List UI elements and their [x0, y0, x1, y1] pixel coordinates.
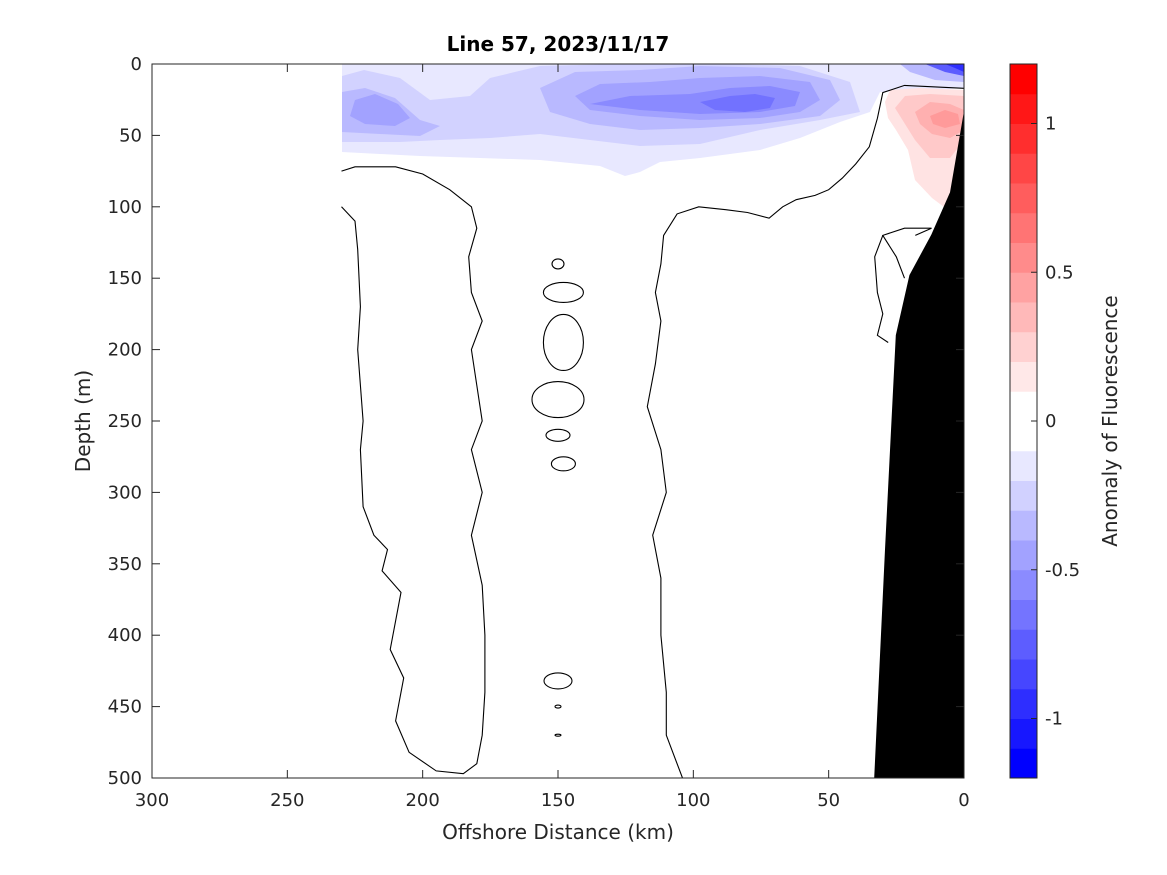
bathymetry-mask	[874, 113, 964, 778]
colorbar-band	[1010, 361, 1037, 392]
colorbar-band	[1010, 153, 1037, 184]
pos-band-4	[930, 110, 960, 128]
y-tick-label: 150	[108, 268, 142, 289]
zero-contour-line	[881, 227, 932, 279]
small-contour-loop	[554, 704, 562, 709]
colorbar-band	[1010, 64, 1037, 95]
x-tick-label: 0	[958, 790, 969, 811]
colorbar-band	[1010, 480, 1037, 511]
zero-contour-line	[646, 84, 964, 778]
colorbar-band	[1010, 688, 1037, 719]
bathymetry-mask-layer	[874, 113, 964, 778]
x-tick-label: 150	[541, 790, 575, 811]
colorbar-band	[1010, 718, 1037, 749]
x-tick-label: 50	[817, 790, 840, 811]
colorbar-band	[1010, 123, 1037, 154]
colorbar-tick-label: 0	[1045, 411, 1056, 432]
filled-anomaly-layer	[342, 64, 964, 210]
small-contour-loop	[551, 258, 565, 270]
y-tick-label: 250	[108, 411, 142, 432]
y-axis: 0 50 100 150 200 250 300 350 400 450 500	[108, 54, 964, 789]
colorbar-band	[1010, 242, 1037, 273]
colorbar-band	[1010, 599, 1037, 630]
y-axis-label: Depth (m)	[71, 370, 95, 472]
y-tick-label: 400	[108, 625, 142, 646]
colorbar-tick-label: -0.5	[1045, 560, 1080, 581]
small-contour-loop	[531, 381, 585, 419]
zero-contour-line	[874, 235, 889, 343]
x-tick-label: 300	[135, 790, 169, 811]
small-contour-loop	[554, 733, 562, 737]
y-tick-label: 300	[108, 482, 142, 503]
colorbar-band	[1010, 569, 1037, 600]
plot-area	[151, 63, 965, 779]
colorbar-tick-label: -1	[1045, 709, 1063, 730]
colorbar-band	[1010, 450, 1037, 481]
zero-contour-layer	[341, 84, 964, 778]
colorbar: 1 0.5 0 -0.5 -1	[1009, 63, 1080, 779]
y-tick-label: 50	[119, 125, 142, 146]
colorbar-band	[1010, 510, 1037, 541]
colorbar-band	[1010, 302, 1037, 333]
neg-coastal-3	[945, 64, 964, 72]
colorbar-band	[1010, 659, 1037, 690]
colorbar-band	[1010, 183, 1037, 214]
colorbar-band	[1010, 421, 1037, 452]
x-tick-label: 200	[405, 790, 439, 811]
colorbar-tick-label: 1	[1045, 114, 1056, 135]
y-tick-label: 100	[108, 197, 142, 218]
colorbar-band	[1010, 391, 1037, 422]
chart-title: Line 57, 2023/11/17	[447, 32, 670, 56]
colorbar-label: Anomaly of Fluorescence	[1098, 295, 1122, 546]
y-tick-label: 450	[108, 697, 142, 718]
x-axis-label: Offshore Distance (km)	[442, 820, 674, 844]
small-contour-loop	[542, 281, 584, 304]
small-contour-loop	[550, 456, 576, 472]
colorbar-tick-label: 0.5	[1045, 262, 1074, 283]
plot-background	[152, 64, 964, 778]
zero-contour-line	[341, 166, 486, 775]
small-contour-loop	[545, 428, 571, 442]
x-tick-label: 250	[270, 790, 304, 811]
y-tick-label: 200	[108, 340, 142, 361]
small-contour-loop	[543, 672, 573, 690]
neg-band-6	[700, 94, 775, 112]
x-axis: 300 250 200 150 100 50 0	[135, 64, 970, 811]
small-contour-loop	[542, 313, 584, 372]
colorbar-band	[1010, 93, 1037, 124]
colorbar-band	[1010, 748, 1037, 779]
colorbar-band	[1010, 212, 1037, 243]
y-tick-label: 0	[131, 54, 142, 75]
colorbar-band	[1010, 272, 1037, 303]
colorbar-band	[1010, 331, 1037, 362]
colorbar-band	[1010, 540, 1037, 571]
x-tick-label: 100	[676, 790, 710, 811]
y-tick-label: 500	[108, 768, 142, 789]
y-tick-label: 350	[108, 554, 142, 575]
colorbar-band	[1010, 629, 1037, 660]
